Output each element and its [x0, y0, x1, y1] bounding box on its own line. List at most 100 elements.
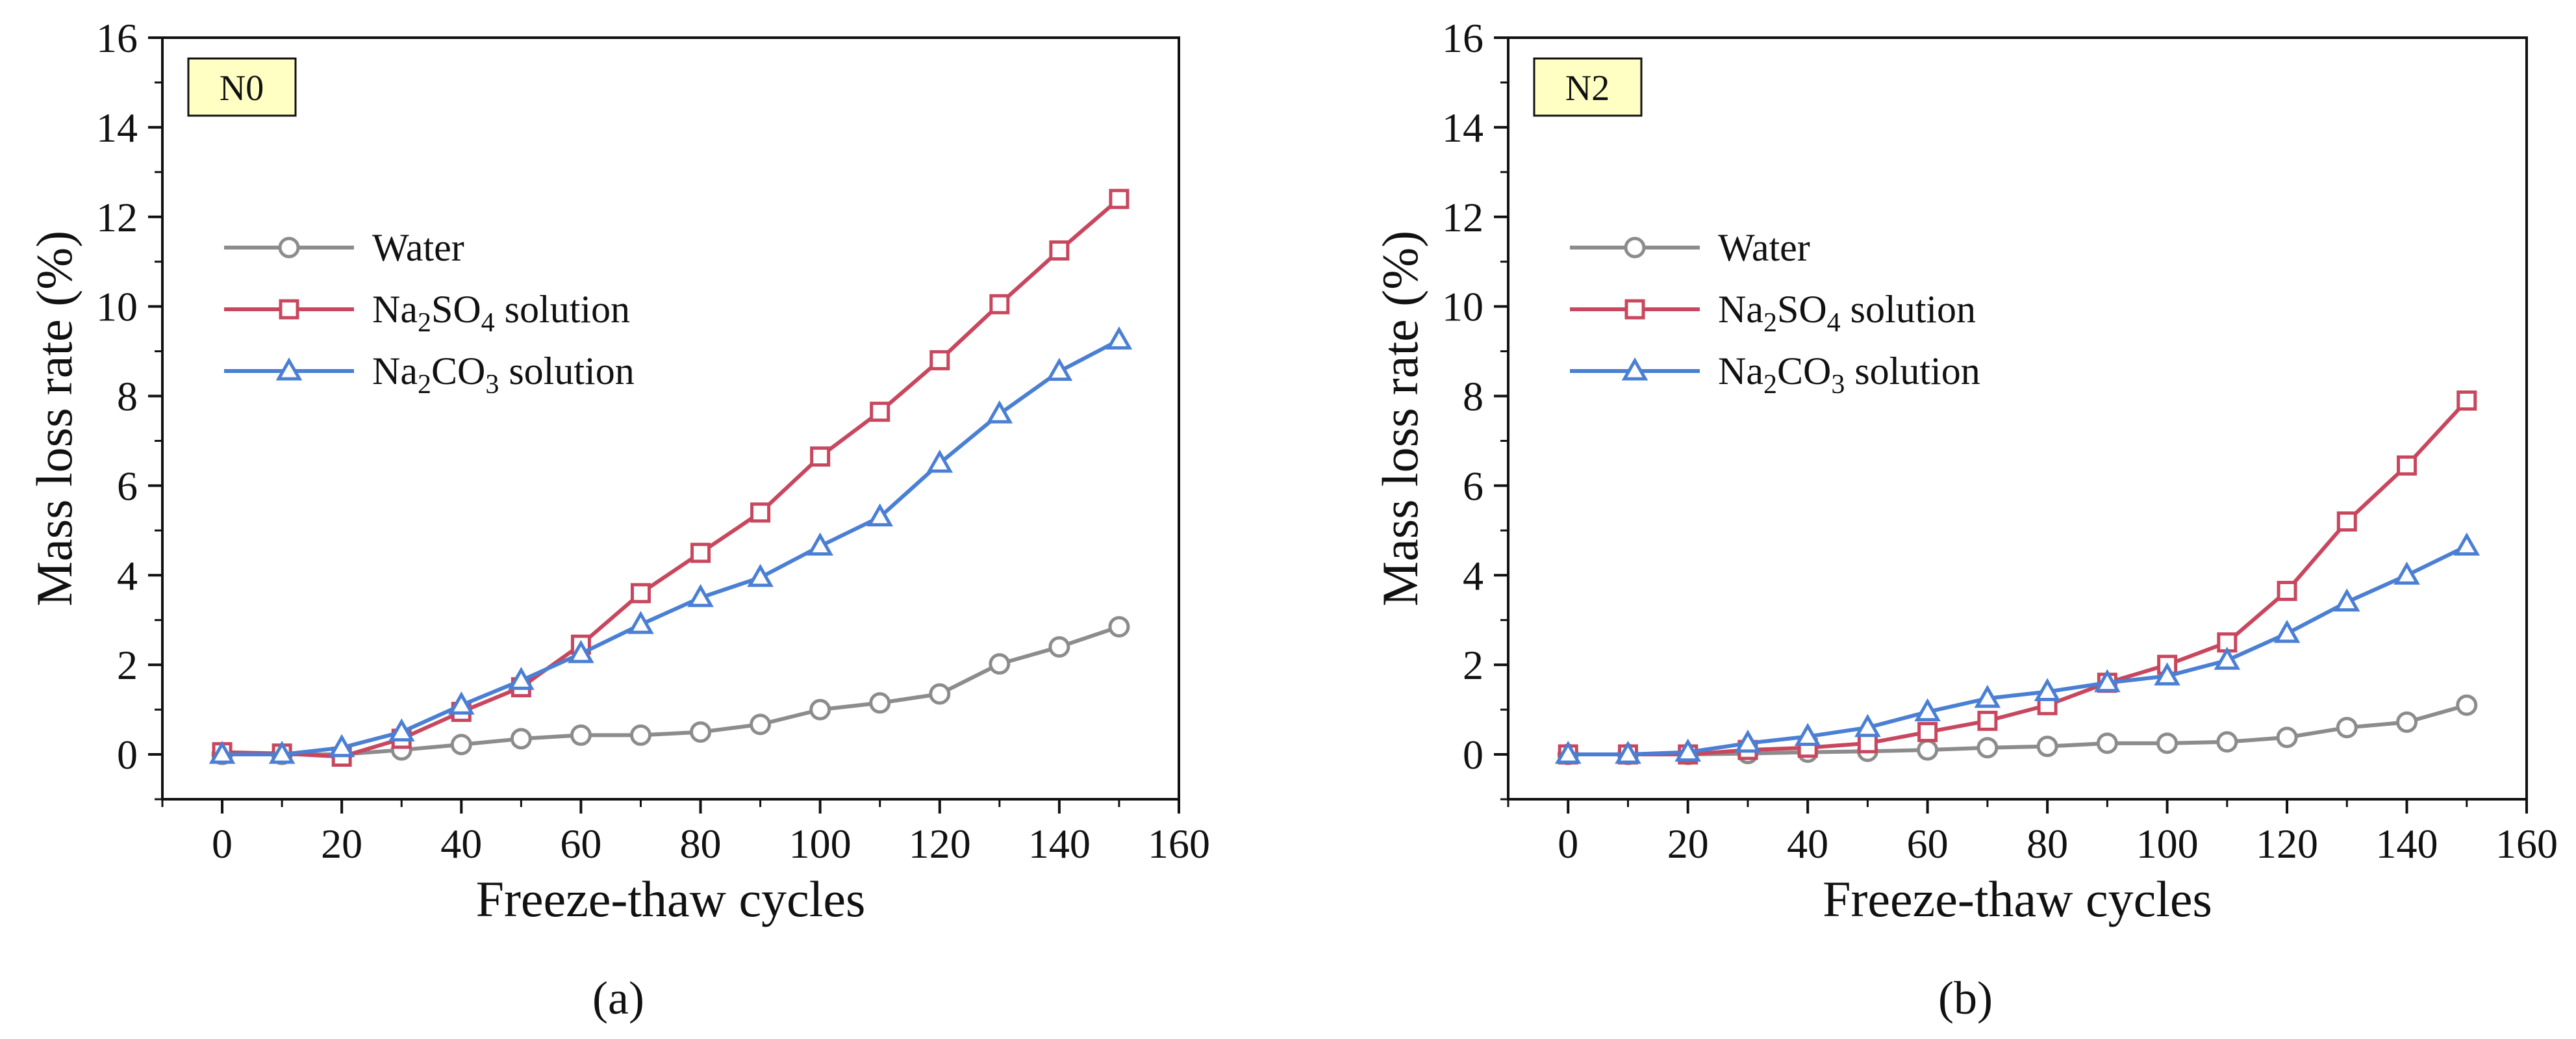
- panel-a: 0 20 40 60 80 100 120 140 160 0 2 4 6 8 10 12 14 16 Freeze…: [26, 15, 1210, 1024]
- data-point: [1046, 357, 1073, 381]
- data-point: [2397, 455, 2418, 476]
- series-line: [1568, 399, 2468, 757]
- data-point: [2277, 580, 2297, 601]
- data-point: [1554, 741, 1582, 764]
- x-tick-label: 0: [212, 821, 233, 867]
- legend-text: SO: [431, 288, 481, 331]
- x-tick-label: 80: [680, 821, 722, 867]
- y-tick-label: 2: [1463, 642, 1484, 688]
- legend-text: Na: [372, 288, 418, 331]
- panel-label-box: [1533, 57, 1643, 117]
- legend-text: solution: [499, 350, 634, 392]
- x-tick-label: 160: [2495, 821, 2558, 867]
- legend-text: CO: [431, 350, 485, 392]
- data-point: [2456, 390, 2477, 411]
- data-point: [1914, 698, 1941, 722]
- data-point: [268, 741, 296, 764]
- data-point: [2336, 717, 2358, 739]
- data-point: [2034, 678, 2061, 702]
- legend-marker: [1624, 237, 1646, 259]
- series-line: [1568, 544, 2468, 757]
- y-tick-label: 10: [96, 284, 138, 330]
- x-tick-label: 120: [909, 821, 971, 867]
- data-point: [1109, 188, 1130, 209]
- data-point: [2456, 694, 2478, 716]
- legend-text: Water: [372, 226, 464, 269]
- panel-label-box: [187, 57, 297, 117]
- data-point: [2393, 561, 2420, 585]
- legend-text: Na: [372, 350, 418, 392]
- y-tick-label: 16: [1442, 15, 1484, 61]
- data-point: [750, 502, 771, 523]
- data-point: [690, 543, 711, 563]
- data-point: [2396, 711, 2418, 733]
- data-point: [208, 741, 236, 764]
- y-tick-label: 10: [1442, 284, 1484, 330]
- legend-label: Na2CO3 solution: [372, 350, 635, 400]
- legend-marker: [1624, 299, 1645, 320]
- x-tick-label: 100: [789, 821, 852, 867]
- y-tick-label: 12: [1442, 194, 1484, 240]
- data-point: [866, 503, 894, 527]
- legend-label: Water: [372, 226, 464, 269]
- x-tick-label: 40: [440, 821, 482, 867]
- y-tick-label: 4: [1463, 552, 1484, 598]
- series-square: [212, 188, 1130, 767]
- data-point: [687, 584, 714, 608]
- panel-caption: (a): [592, 972, 644, 1024]
- legend-marker: [279, 299, 299, 320]
- series-square: [1558, 390, 2477, 765]
- legend-label: Na2SO4 solution: [372, 288, 630, 338]
- legend-text: Na: [1718, 288, 1763, 331]
- data-point: [627, 611, 654, 634]
- y-tick-label: 14: [1442, 105, 1484, 151]
- panel-label: N0: [220, 68, 264, 109]
- data-point: [1794, 723, 1821, 746]
- legend-marker: [1621, 357, 1648, 381]
- panel-label: N2: [1565, 68, 1610, 109]
- x-axis-title: Freeze-thaw cycles: [1823, 871, 2212, 927]
- y-tick-label: 6: [1463, 463, 1484, 509]
- x-tick-label: 120: [2256, 821, 2318, 867]
- data-point: [1105, 326, 1133, 350]
- x-tick-label: 40: [1787, 821, 1828, 867]
- data-point: [450, 734, 472, 756]
- x-tick-label: 160: [1148, 821, 1210, 867]
- data-point: [750, 713, 772, 736]
- y-tick-label: 0: [117, 732, 138, 778]
- data-point: [929, 350, 950, 370]
- data-point: [2094, 669, 2121, 693]
- data-point: [328, 734, 355, 758]
- y-tick-label: 0: [1463, 732, 1484, 778]
- data-point: [568, 639, 594, 663]
- data-point: [630, 583, 651, 604]
- x-tick-label: 20: [1667, 821, 1709, 867]
- data-point: [1615, 741, 1641, 764]
- x-tick-label: 20: [321, 821, 362, 867]
- y-tick-label: 14: [96, 105, 138, 151]
- series-line: [222, 624, 1120, 757]
- x-tick-label: 80: [2027, 821, 2068, 867]
- legend-text: solution: [1845, 350, 1980, 392]
- data-point: [2276, 726, 2298, 749]
- legend-label: Water: [1718, 226, 1810, 269]
- y-axis-title: Mass loss rate (%): [1372, 231, 1428, 606]
- data-point: [2336, 511, 2357, 532]
- data-point: [1674, 738, 1702, 762]
- legend-subscript: 3: [1831, 370, 1845, 400]
- data-point: [1854, 713, 1881, 738]
- data-point: [1917, 739, 1939, 761]
- data-point: [1977, 710, 1998, 731]
- y-axis-title: Mass loss rate (%): [26, 231, 82, 606]
- x-tick-label: 0: [1558, 821, 1578, 867]
- legend-text: CO: [1777, 350, 1831, 392]
- series-triangle: [208, 326, 1133, 764]
- legend-text: solution: [495, 288, 630, 331]
- data-point: [1734, 729, 1762, 753]
- x-tick-label: 140: [2376, 821, 2438, 867]
- plot-frame: [161, 36, 1180, 801]
- data-point: [388, 718, 415, 742]
- data-point: [989, 653, 1011, 675]
- data-point: [2216, 731, 2238, 753]
- legend-subscript: 3: [485, 370, 499, 400]
